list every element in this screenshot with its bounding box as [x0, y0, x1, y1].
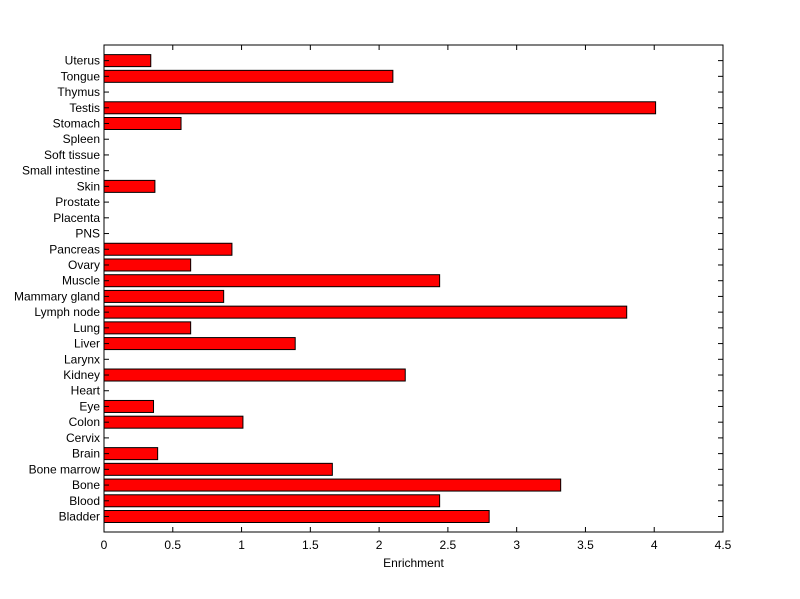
y-tick-label-brain: Brain — [72, 447, 100, 461]
y-tick-label-placenta: Placenta — [53, 211, 100, 225]
bar-colon — [103, 415, 244, 429]
bar-bone — [103, 478, 562, 492]
bar-liver — [103, 337, 296, 351]
bar-lymph-node — [103, 305, 628, 319]
bar-uterus — [103, 54, 152, 68]
bar-muscle — [103, 274, 441, 288]
y-tick-label-testis: Testis — [69, 101, 100, 115]
bar-mammary-gland — [103, 289, 225, 303]
y-tick-label-heart: Heart — [71, 384, 101, 398]
y-tick-label-stomach: Stomach — [53, 117, 100, 131]
y-tick-label-prostate: Prostate — [55, 195, 100, 209]
bar-pancreas — [103, 242, 233, 256]
y-tick-label-spleen: Spleen — [63, 132, 100, 146]
x-tick-label-9: 4.5 — [715, 538, 732, 552]
y-tick-label-eye: Eye — [79, 399, 100, 413]
bar-blood — [103, 494, 441, 508]
plot-area — [104, 45, 723, 532]
bar-eye — [103, 399, 155, 413]
x-tick-label-0: 0 — [101, 538, 108, 552]
x-tick-label-1: 0.5 — [164, 538, 181, 552]
bar-brain — [103, 447, 159, 461]
y-tick-label-cervix: Cervix — [66, 431, 100, 445]
bar-bone-marrow — [103, 462, 333, 476]
y-tick-label-soft-tissue: Soft tissue — [44, 148, 100, 162]
y-tick-label-skin: Skin — [77, 179, 100, 193]
bar-kidney — [103, 368, 406, 382]
plot-frame — [103, 44, 724, 533]
x-tick-label-3: 1.5 — [302, 538, 319, 552]
y-tick-label-lymph-node: Lymph node — [34, 305, 100, 319]
bar-lung — [103, 321, 192, 335]
bar-testis — [103, 101, 657, 115]
y-tick-label-blood: Blood — [69, 494, 100, 508]
y-tick-label-mammary-gland: Mammary gland — [14, 289, 100, 303]
y-tick-label-pns: PNS — [75, 227, 100, 241]
bar-skin — [103, 179, 156, 193]
x-tick-label-8: 4 — [651, 538, 658, 552]
y-tick-label-uterus: Uterus — [65, 54, 100, 68]
y-tick-label-small-intestine: Small intestine — [22, 164, 100, 178]
y-tick-label-muscle: Muscle — [62, 274, 100, 288]
y-tick-label-kidney: Kidney — [63, 368, 100, 382]
y-tick-label-bladder: Bladder — [59, 510, 100, 524]
x-tick-label-4: 2 — [376, 538, 383, 552]
x-tick-label-2: 1 — [238, 538, 245, 552]
bar-tongue — [103, 69, 394, 83]
y-tick-label-lung: Lung — [73, 321, 100, 335]
y-tick-label-liver: Liver — [74, 337, 100, 351]
y-tick-label-bone-marrow: Bone marrow — [29, 462, 101, 476]
y-tick-label-thymus: Thymus — [57, 85, 100, 99]
bar-ovary — [103, 258, 192, 272]
x-tick-label-5: 2.5 — [440, 538, 457, 552]
x-tick-label-7: 3.5 — [577, 538, 594, 552]
y-tick-label-pancreas: Pancreas — [49, 242, 100, 256]
y-tick-label-colon: Colon — [69, 415, 100, 429]
y-tick-label-ovary: Ovary — [68, 258, 100, 272]
x-tick-label-6: 3 — [513, 538, 520, 552]
y-tick-label-larynx: Larynx — [64, 352, 100, 366]
x-axis-title: Enrichment — [383, 556, 444, 570]
bar-bladder — [103, 510, 490, 523]
bar-stomach — [103, 117, 182, 130]
y-tick-label-bone: Bone — [72, 478, 100, 492]
y-tick-label-tongue: Tongue — [61, 69, 101, 83]
